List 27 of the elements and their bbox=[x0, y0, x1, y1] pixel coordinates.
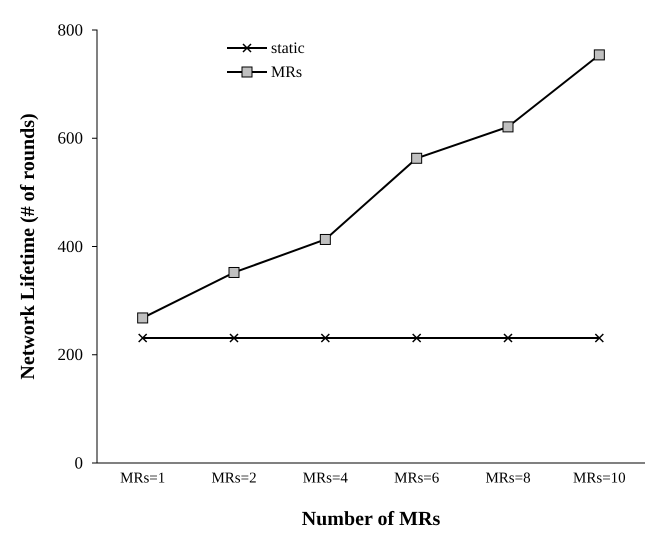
y-tick-label: 400 bbox=[58, 236, 83, 256]
point bbox=[229, 333, 239, 343]
y-tick-label: 0 bbox=[74, 453, 83, 472]
y-axis-title: Network Lifetime (# of rounds) bbox=[17, 113, 39, 380]
point bbox=[594, 333, 604, 343]
point bbox=[228, 266, 240, 278]
point bbox=[502, 121, 514, 132]
y-tick-label: 800 bbox=[58, 20, 83, 40]
x-tick-label: MRs=2 bbox=[211, 470, 257, 486]
x-tick-label: MRs=8 bbox=[485, 470, 531, 486]
point bbox=[412, 333, 422, 343]
point bbox=[411, 152, 422, 164]
legend-label: static bbox=[271, 40, 305, 57]
legend-label: MRs bbox=[271, 64, 302, 81]
x-tick-label: MRs=10 bbox=[573, 470, 626, 486]
y-tick-label: 600 bbox=[58, 128, 83, 148]
point bbox=[320, 234, 331, 245]
x-tick-label: MRs=1 bbox=[120, 470, 166, 486]
point bbox=[503, 333, 513, 343]
point bbox=[594, 49, 605, 60]
point bbox=[320, 333, 330, 343]
x-tick-label: MRs=6 bbox=[394, 470, 440, 486]
point bbox=[137, 312, 148, 324]
point bbox=[138, 333, 148, 343]
x-axis-title: Number of MRs bbox=[302, 508, 440, 530]
x-tick-label: MRs=4 bbox=[302, 470, 348, 486]
y-tick-label: 200 bbox=[58, 345, 83, 364]
